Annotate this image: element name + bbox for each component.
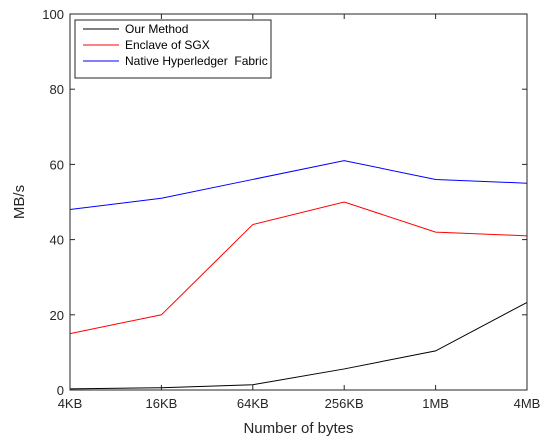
x-tick-label: 64KB — [237, 396, 269, 411]
y-tick-label: 60 — [50, 157, 64, 172]
y-tick-label: 80 — [50, 82, 64, 97]
x-tick-label: 4KB — [58, 396, 83, 411]
legend-box — [74, 19, 272, 79]
x-tick-label: 4MB — [514, 396, 541, 411]
legend-entry: Our Method — [125, 22, 188, 36]
legend-entry: Enclave of SGX — [125, 38, 210, 52]
series-line-1 — [69, 301, 528, 390]
series-line-2 — [69, 201, 528, 335]
x-tick-label: 256KB — [325, 396, 364, 411]
x-axis-label: Number of bytes — [243, 420, 353, 437]
y-tick-label: 40 — [50, 233, 64, 248]
y-tick-label: 20 — [50, 308, 64, 323]
plot-frame — [69, 13, 528, 391]
legend: Our Method Enclave of SGX Native Hyperledg… — [74, 19, 272, 79]
y-tick-label: 100 — [42, 7, 64, 22]
plot-lines — [69, 160, 528, 390]
x-tick-label: 1MB — [422, 396, 449, 411]
y-axis-label: MB/s — [11, 185, 28, 219]
x-axis: 4KB 16KB 64KB 256KB 1MB 4MB — [58, 14, 541, 411]
y-axis: 0 20 40 60 80 100 — [42, 7, 527, 398]
legend-entry: Native Hyperledger Fabric — [125, 54, 268, 68]
y-tick-label: 0 — [57, 383, 64, 398]
series-line-3 — [69, 160, 528, 211]
x-tick-label: 16KB — [145, 396, 177, 411]
